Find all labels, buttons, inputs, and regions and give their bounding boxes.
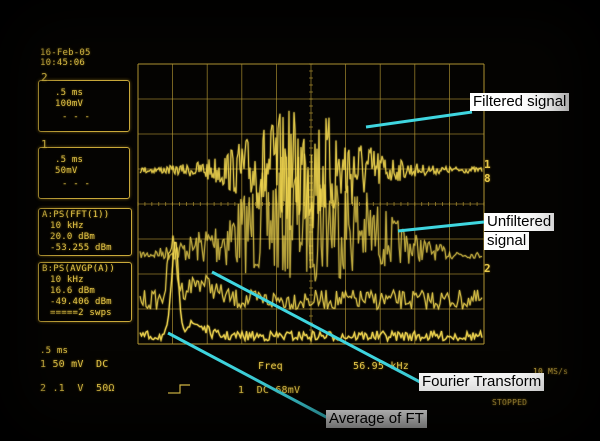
math-b-ref: 16.6 dBm: [50, 286, 95, 296]
label-filtered-signal: Filtered signal: [470, 93, 570, 111]
label-unfiltered-line2: signal: [484, 232, 530, 250]
ch2-dashes: - - -: [62, 112, 91, 122]
ch2-settings-box: [38, 80, 130, 132]
math-a-ref: 20.0 dBm: [50, 232, 95, 242]
ch1-scale: 50mV: [55, 166, 78, 176]
fourier-transform-trace: [139, 235, 483, 311]
time-readout: 10:45:06: [40, 58, 85, 68]
ch1-dashes: - - -: [62, 179, 91, 189]
bottom-ch1-readout: 1 50 mV DC: [40, 359, 109, 370]
bottom-ch2-readout: 2 .1 V 50Ω: [40, 383, 115, 394]
freq-label: Freq: [258, 361, 283, 372]
pointer-filtered: [365, 110, 473, 129]
label-unfiltered-line1: Unfiltered: [484, 213, 555, 231]
trigger-step-icon: [168, 384, 190, 394]
math-a-value: -53.255 dBm: [50, 243, 112, 253]
average-fft-trace: [139, 241, 483, 343]
ch1-timebase: .5 ms: [55, 155, 84, 165]
pointer-average: [167, 331, 329, 420]
sample-rate: 10 MS/s: [533, 367, 569, 376]
ch2-number: 2: [41, 71, 48, 84]
marker-8: 8: [484, 172, 491, 185]
ch1-settings-box: [38, 147, 130, 199]
date-readout: 16-Feb-05: [40, 48, 91, 58]
math-b-span: 10 kHz: [50, 275, 84, 285]
trigger-readout: 1 DC 68mV: [238, 385, 301, 396]
bottom-timebase: .5 ms: [40, 346, 69, 356]
unfiltered-signal-trace: [139, 153, 483, 282]
label-fourier-transform: Fourier Transform: [419, 373, 545, 391]
pointer-fourier: [211, 270, 421, 384]
math-b-value: -49.406 dBm: [50, 297, 112, 307]
math-a-span: 10 kHz: [50, 221, 84, 231]
ch1-number: 1: [41, 138, 48, 151]
label-average-of-ft: Average of FT: [326, 410, 427, 428]
math-b-box: [38, 262, 132, 322]
math-b-sweeps: =====2 swps: [50, 308, 112, 318]
marker-1: 1: [484, 158, 491, 171]
freq-value: 56.95 kHz: [353, 361, 409, 372]
pointer-unfiltered: [397, 220, 485, 233]
math-b-title: B:PS(AVGP(A)): [42, 264, 116, 274]
acquisition-state: STOPPED: [492, 398, 528, 407]
math-a-title: A:PS(FFT(1)): [42, 210, 110, 220]
ch2-timebase: .5 ms: [55, 88, 84, 98]
filtered-signal-trace: [139, 110, 483, 231]
marker-2: 2: [484, 262, 491, 275]
ch2-scale: 100mV: [55, 99, 84, 109]
math-a-box: [38, 208, 132, 256]
